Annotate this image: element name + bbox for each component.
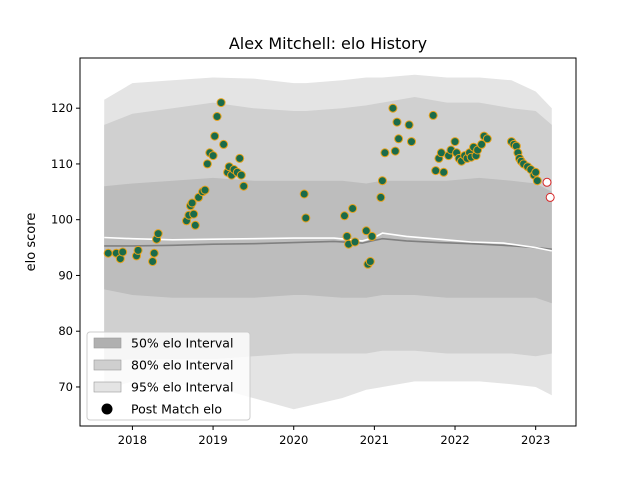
- data-point: [367, 231, 377, 241]
- y-tick-label: 100: [51, 213, 73, 227]
- data-point: [118, 247, 128, 257]
- plot-area: [103, 74, 555, 410]
- data-point: [210, 131, 220, 141]
- data-point: [531, 167, 541, 177]
- legend-swatch: [93, 381, 122, 393]
- upcoming-point: [545, 192, 555, 202]
- legend-swatch: [93, 337, 122, 349]
- data-point: [202, 159, 212, 169]
- data-point: [187, 198, 197, 208]
- data-point: [365, 257, 375, 266]
- data-point: [390, 146, 400, 156]
- data-point: [439, 167, 449, 177]
- data-point: [190, 220, 200, 230]
- legend-label: 80% elo Interval: [131, 358, 233, 373]
- legend-label: Post Match elo: [131, 402, 222, 417]
- y-tick-label: 90: [58, 268, 73, 282]
- data-point: [216, 98, 226, 108]
- data-point: [239, 181, 249, 191]
- y-tick-label: 80: [58, 324, 73, 338]
- upcoming-point: [542, 177, 552, 187]
- data-point: [532, 176, 542, 186]
- data-point: [299, 189, 309, 199]
- data-point: [407, 137, 416, 147]
- data-point: [189, 209, 199, 219]
- plot-frame: [79, 57, 577, 427]
- data-point: [301, 213, 311, 223]
- median-elo-line: [104, 237, 552, 250]
- legend-swatch: [93, 359, 122, 371]
- legend-box: [86, 331, 251, 421]
- data-point: [149, 248, 159, 258]
- data-point: [428, 110, 438, 120]
- data-point: [361, 226, 371, 236]
- data-point: [348, 204, 358, 213]
- mean-elo-line: [104, 232, 552, 252]
- data-point: [153, 229, 163, 239]
- legend: 50% elo Interval 80% elo Interval 95% elo …: [86, 331, 251, 421]
- y-tick-label: 70: [58, 380, 73, 394]
- data-point: [235, 153, 245, 163]
- y-tick-label: 120: [51, 101, 73, 115]
- data-point: [392, 117, 402, 127]
- data-point: [200, 185, 210, 195]
- data-point: [377, 176, 387, 186]
- data-point: [431, 166, 441, 176]
- x-tick-label: 2018: [118, 433, 147, 447]
- legend-label: 50% elo Interval: [131, 336, 233, 351]
- data-point: [212, 112, 222, 121]
- data-point: [340, 211, 349, 221]
- y-axis-label: elo score: [24, 213, 39, 272]
- data-point: [236, 170, 246, 180]
- data-point: [219, 139, 229, 149]
- data-point: [477, 139, 487, 149]
- x-tick-label: 2022: [440, 433, 469, 447]
- x-tick-label: 2021: [360, 433, 389, 447]
- data-point: [450, 137, 460, 147]
- y-tick-label: 110: [51, 157, 73, 171]
- data-point: [380, 148, 390, 158]
- legend-label: 95% elo Interval: [131, 380, 233, 395]
- y-axis: 70 80 90 100 110 120: [51, 101, 80, 394]
- data-point: [436, 148, 446, 158]
- band-50: [104, 177, 552, 304]
- data-point: [103, 248, 113, 258]
- x-tick-label: 2019: [198, 433, 227, 447]
- data-point: [208, 151, 218, 161]
- data-point: [133, 245, 143, 255]
- x-axis: 2018 2019 2020 2021 2022 2023: [118, 426, 550, 447]
- data-point: [350, 237, 360, 247]
- data-point: [394, 134, 404, 144]
- data-point: [482, 134, 492, 144]
- x-tick-label: 2023: [521, 433, 550, 447]
- data-point: [404, 120, 414, 130]
- data-point: [342, 231, 352, 241]
- legend-marker: [101, 403, 113, 415]
- data-point: [388, 103, 398, 113]
- data-point: [376, 192, 386, 202]
- x-tick-label: 2020: [279, 433, 308, 447]
- chart-title: Alex Mitchell: elo History: [229, 34, 427, 53]
- data-point: [148, 257, 158, 266]
